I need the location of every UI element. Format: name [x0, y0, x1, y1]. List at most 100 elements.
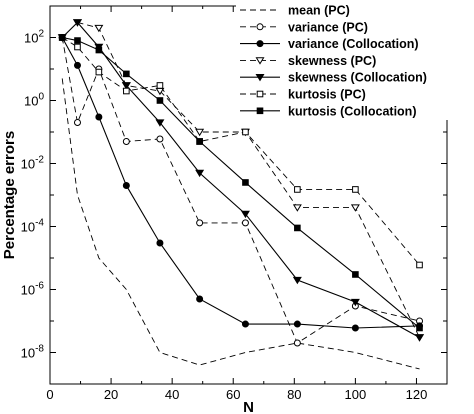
data-point [242, 128, 249, 136]
data-point [292, 276, 302, 285]
series-line [61, 78, 420, 370]
x-tick-label: 120 [406, 387, 428, 402]
legend-label: kurtosis (PC) [288, 88, 366, 102]
legend-label: variance (PC) [288, 20, 368, 34]
data-point [350, 204, 360, 212]
legend-item: skewness (Collocation) [240, 71, 427, 85]
y-tick-label: 10-4 [21, 218, 45, 235]
legend-label: skewness (PC) [288, 54, 376, 68]
series-line [61, 37, 420, 329]
data-point [293, 320, 301, 328]
x-tick-label: 60 [226, 387, 240, 402]
y-tick-exponent: -4 [35, 218, 44, 229]
y-tick-base: 10 [24, 31, 38, 46]
data-point [95, 46, 103, 54]
x-tick-label: 0 [46, 387, 53, 402]
data-point [122, 182, 130, 190]
data-point [242, 179, 249, 186]
y-tick-label: 10-2 [21, 155, 45, 172]
data-point [195, 169, 205, 178]
data-point [123, 70, 130, 78]
data-point [196, 138, 203, 145]
data-point [241, 320, 249, 328]
series-line [61, 21, 420, 338]
data-point [156, 135, 164, 143]
data-point [122, 137, 130, 145]
data-point [73, 61, 81, 69]
data-point [72, 19, 82, 27]
data-point [240, 210, 250, 219]
x-tick-label: 80 [287, 387, 301, 402]
legend-label: mean (PC) [288, 4, 350, 18]
data-point [350, 298, 360, 307]
data-point [294, 186, 301, 193]
y-tick-exponent: 2 [38, 29, 44, 40]
legend-item: mean (PC) [240, 4, 350, 18]
x-tick-label: 100 [345, 387, 367, 402]
series-1 [58, 34, 424, 347]
legend-swatch-marker [256, 107, 264, 115]
legend-swatch-marker [256, 23, 264, 31]
legend-item: variance (Collocation) [240, 37, 419, 51]
data-point [416, 261, 423, 269]
series-layer [57, 19, 425, 370]
legend-label: kurtosis (Collocation) [288, 104, 416, 118]
data-point [351, 324, 359, 332]
series-0 [61, 78, 420, 370]
y-tick-exponent: -2 [35, 155, 44, 166]
data-point [73, 119, 81, 127]
data-point [155, 119, 165, 127]
data-point [196, 295, 204, 303]
x-axis-title: N [243, 399, 254, 414]
legend-item: skewness (PC) [240, 54, 376, 68]
series-line [62, 36, 420, 329]
series-6 [58, 34, 423, 332]
y-tick-label: 102 [24, 29, 44, 46]
data-point [292, 204, 302, 212]
data-point [352, 186, 359, 193]
legend-swatch-marker [255, 57, 265, 65]
data-point [94, 24, 104, 33]
series-line [61, 37, 420, 266]
data-point [74, 43, 81, 51]
legend-item: variance (PC) [240, 20, 368, 34]
data-point [156, 82, 164, 89]
legend-swatch-marker [256, 90, 264, 98]
data-point [156, 97, 164, 104]
data-point [123, 87, 130, 95]
legend: mean (PC) variance (PC) variance (Collocat… [236, 0, 474, 120]
data-point [241, 219, 249, 227]
data-point [58, 34, 66, 41]
data-point [294, 224, 301, 232]
data-point [416, 324, 423, 332]
y-tick-exponent: -8 [35, 344, 44, 355]
x-tick-label: 20 [104, 387, 118, 402]
y-tick-exponent: 0 [38, 92, 44, 103]
data-point [156, 239, 164, 247]
x-tick-label: 40 [165, 387, 179, 402]
y-tick-label: 100 [24, 92, 44, 109]
y-tick-base: 10 [21, 220, 35, 235]
y-tick-exponent: -6 [35, 281, 44, 292]
y-tick-label: 10-8 [21, 344, 45, 361]
series-line [77, 22, 420, 338]
data-point [95, 113, 103, 121]
data-point [74, 37, 81, 44]
series-line [61, 37, 420, 344]
data-point [121, 82, 131, 90]
y-tick-label: 10-6 [21, 281, 45, 298]
data-point [95, 68, 103, 76]
data-point [196, 219, 204, 227]
data-point [415, 334, 425, 342]
y-axis-title: Percentage errors [1, 131, 18, 259]
data-point [293, 339, 301, 347]
y-tick-base: 10 [21, 346, 35, 361]
legend-swatch-marker [255, 74, 265, 82]
legend-item: kurtosis (PC) [240, 88, 366, 102]
legend-swatch-marker [256, 40, 264, 48]
y-tick-base: 10 [21, 157, 35, 172]
legend-label: variance (Collocation) [288, 37, 419, 51]
y-tick-base: 10 [24, 94, 38, 109]
